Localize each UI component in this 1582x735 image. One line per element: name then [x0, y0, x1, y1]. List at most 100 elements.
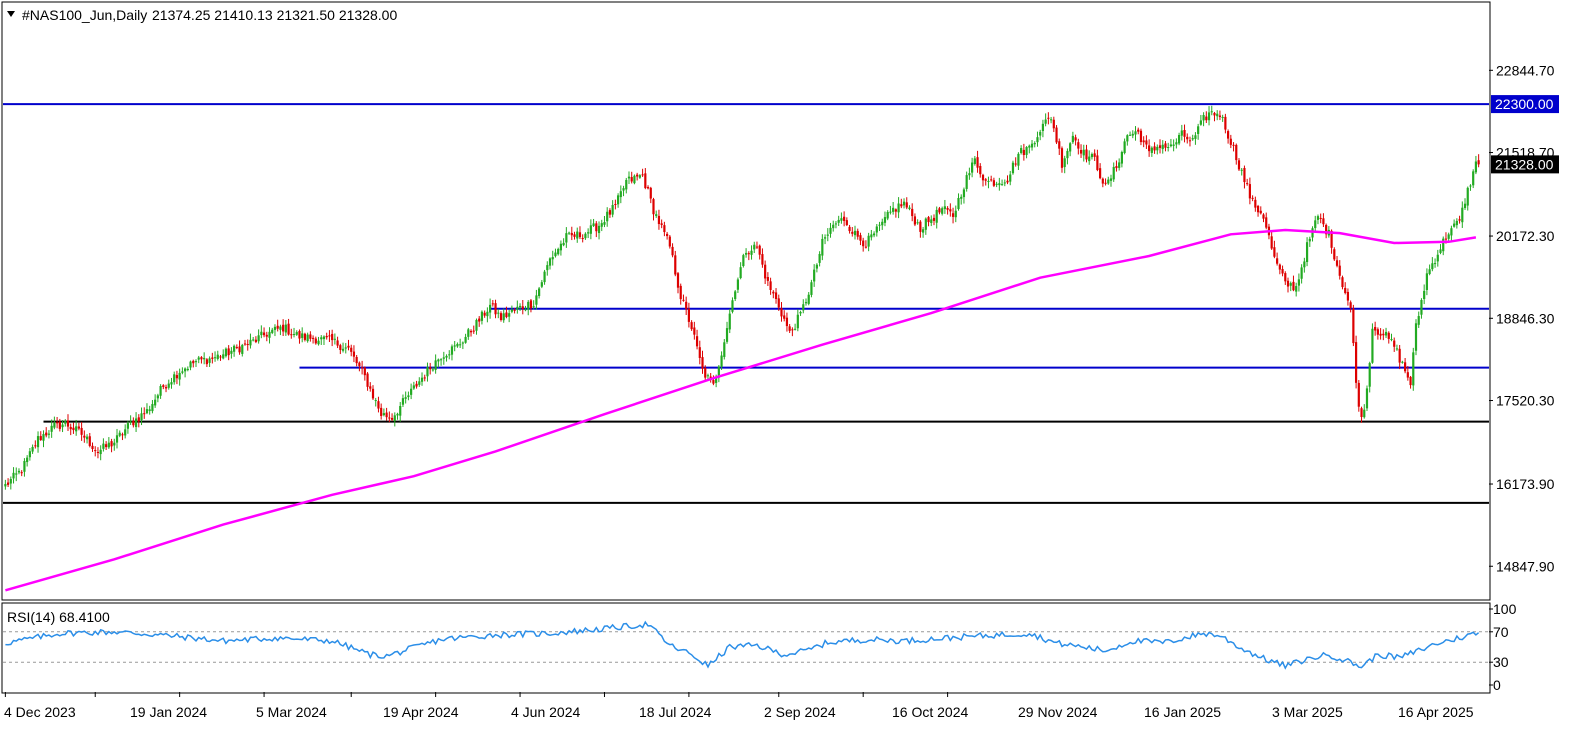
candle[interactable]	[328, 330, 331, 343]
candle[interactable]	[1218, 110, 1222, 121]
candle[interactable]	[823, 234, 827, 245]
candle[interactable]	[475, 318, 478, 335]
candle[interactable]	[26, 455, 29, 467]
candle[interactable]	[265, 331, 268, 342]
candle[interactable]	[20, 470, 23, 477]
candle[interactable]	[1074, 134, 1077, 146]
candle[interactable]	[584, 232, 587, 240]
candle[interactable]	[1126, 134, 1129, 146]
candle[interactable]	[282, 319, 285, 336]
candle[interactable]	[1292, 275, 1295, 292]
candle[interactable]	[935, 206, 938, 229]
candle[interactable]	[423, 374, 426, 382]
candle[interactable]	[576, 227, 579, 243]
candle[interactable]	[222, 349, 225, 360]
candle[interactable]	[344, 343, 347, 354]
candle[interactable]	[804, 298, 808, 306]
candle[interactable]	[1461, 201, 1464, 228]
candle[interactable]	[687, 302, 690, 328]
candle[interactable]	[1365, 385, 1369, 412]
candle[interactable]	[1060, 146, 1064, 173]
candle[interactable]	[1376, 327, 1379, 340]
candle[interactable]	[971, 157, 974, 178]
candle[interactable]	[1186, 133, 1189, 144]
candle[interactable]	[369, 382, 372, 392]
candle[interactable]	[1090, 152, 1094, 160]
candle[interactable]	[118, 430, 121, 438]
candle[interactable]	[938, 206, 941, 215]
candle[interactable]	[418, 377, 421, 387]
candle[interactable]	[1139, 128, 1143, 146]
candle[interactable]	[731, 297, 734, 314]
candle[interactable]	[279, 324, 282, 336]
candle[interactable]	[1251, 195, 1254, 202]
candle[interactable]	[973, 156, 976, 166]
candle[interactable]	[717, 365, 720, 383]
candle[interactable]	[325, 332, 328, 340]
candle[interactable]	[1028, 144, 1031, 154]
candle[interactable]	[995, 181, 998, 188]
candle[interactable]	[469, 329, 473, 337]
candle[interactable]	[829, 222, 832, 238]
candle[interactable]	[192, 359, 195, 368]
candle[interactable]	[567, 231, 571, 235]
candle[interactable]	[769, 277, 772, 295]
candle[interactable]	[1450, 225, 1453, 241]
candle[interactable]	[290, 328, 293, 339]
candle[interactable]	[1433, 258, 1437, 268]
candle[interactable]	[243, 339, 247, 346]
candle[interactable]	[600, 219, 603, 232]
candle[interactable]	[657, 209, 661, 230]
candle[interactable]	[189, 360, 192, 371]
candle[interactable]	[483, 310, 486, 318]
candle[interactable]	[987, 176, 990, 189]
candle[interactable]	[622, 185, 625, 197]
candle[interactable]	[499, 311, 503, 322]
candle[interactable]	[848, 224, 851, 234]
candle[interactable]	[262, 327, 266, 338]
candle[interactable]	[1188, 136, 1192, 147]
candle[interactable]	[1077, 138, 1080, 155]
candle[interactable]	[663, 221, 666, 237]
candle[interactable]	[341, 342, 345, 353]
candle[interactable]	[802, 299, 805, 314]
candle[interactable]	[94, 446, 97, 457]
candle[interactable]	[810, 279, 813, 298]
candle[interactable]	[1099, 163, 1102, 180]
candle[interactable]	[1134, 126, 1137, 141]
candle[interactable]	[404, 391, 407, 404]
candle[interactable]	[434, 354, 437, 374]
candle[interactable]	[459, 338, 462, 348]
candle[interactable]	[88, 432, 91, 448]
candle[interactable]	[399, 401, 402, 422]
candle[interactable]	[834, 221, 838, 229]
candle[interactable]	[840, 212, 843, 224]
candle[interactable]	[1428, 264, 1431, 276]
candle[interactable]	[753, 241, 756, 254]
candle[interactable]	[1148, 139, 1151, 157]
candle[interactable]	[317, 336, 320, 346]
candle[interactable]	[260, 325, 263, 339]
candle[interactable]	[173, 371, 176, 385]
candle[interactable]	[1243, 165, 1246, 189]
candle[interactable]	[363, 366, 366, 381]
candle[interactable]	[181, 367, 184, 375]
candle[interactable]	[361, 360, 364, 375]
candle[interactable]	[306, 332, 309, 343]
candle[interactable]	[1030, 140, 1034, 151]
candle[interactable]	[1303, 257, 1306, 273]
candle[interactable]	[695, 329, 699, 350]
candle[interactable]	[1270, 230, 1273, 250]
candle[interactable]	[962, 187, 966, 204]
candle[interactable]	[862, 237, 865, 252]
candle[interactable]	[551, 250, 554, 266]
candle[interactable]	[298, 329, 301, 344]
candle[interactable]	[668, 234, 671, 249]
candle[interactable]	[1167, 142, 1170, 152]
candle[interactable]	[1232, 142, 1235, 152]
candle[interactable]	[58, 418, 61, 432]
candle[interactable]	[527, 300, 530, 316]
candle[interactable]	[292, 327, 296, 338]
candle[interactable]	[1393, 337, 1396, 352]
candle[interactable]	[1066, 148, 1069, 165]
